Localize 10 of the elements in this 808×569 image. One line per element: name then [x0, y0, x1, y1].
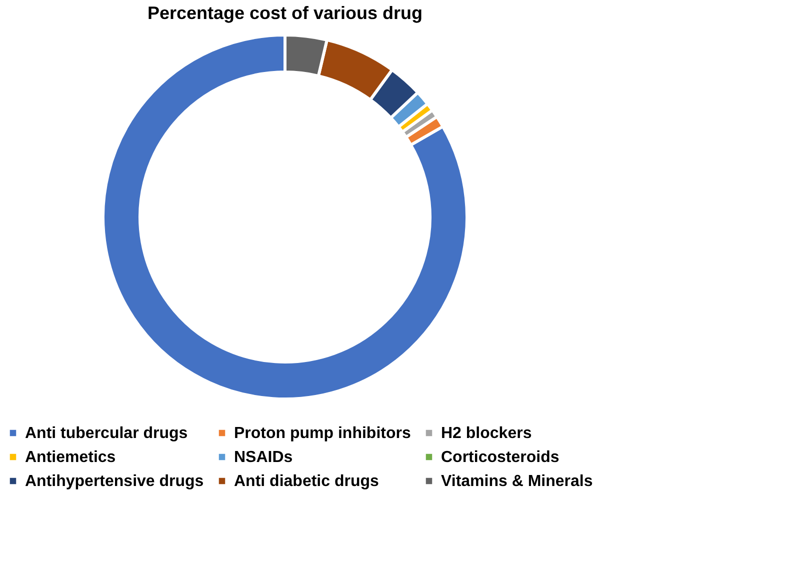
- legend-label: NSAIDs: [234, 449, 293, 466]
- legend-label: Proton pump inhibitors: [234, 425, 411, 442]
- legend-label: H2 blockers: [441, 425, 532, 442]
- legend-label: Corticosteroids: [441, 449, 560, 466]
- legend-label: Antiemetics: [25, 449, 116, 466]
- legend-label: Anti diabetic drugs: [234, 473, 379, 490]
- legend-label: Anti tubercular drugs: [25, 425, 188, 442]
- chart-title: Percentage cost of various drug: [147, 3, 423, 23]
- legend-label: Vitamins & Minerals: [441, 473, 593, 490]
- legend-label: Antihypertensive drugs: [25, 473, 204, 490]
